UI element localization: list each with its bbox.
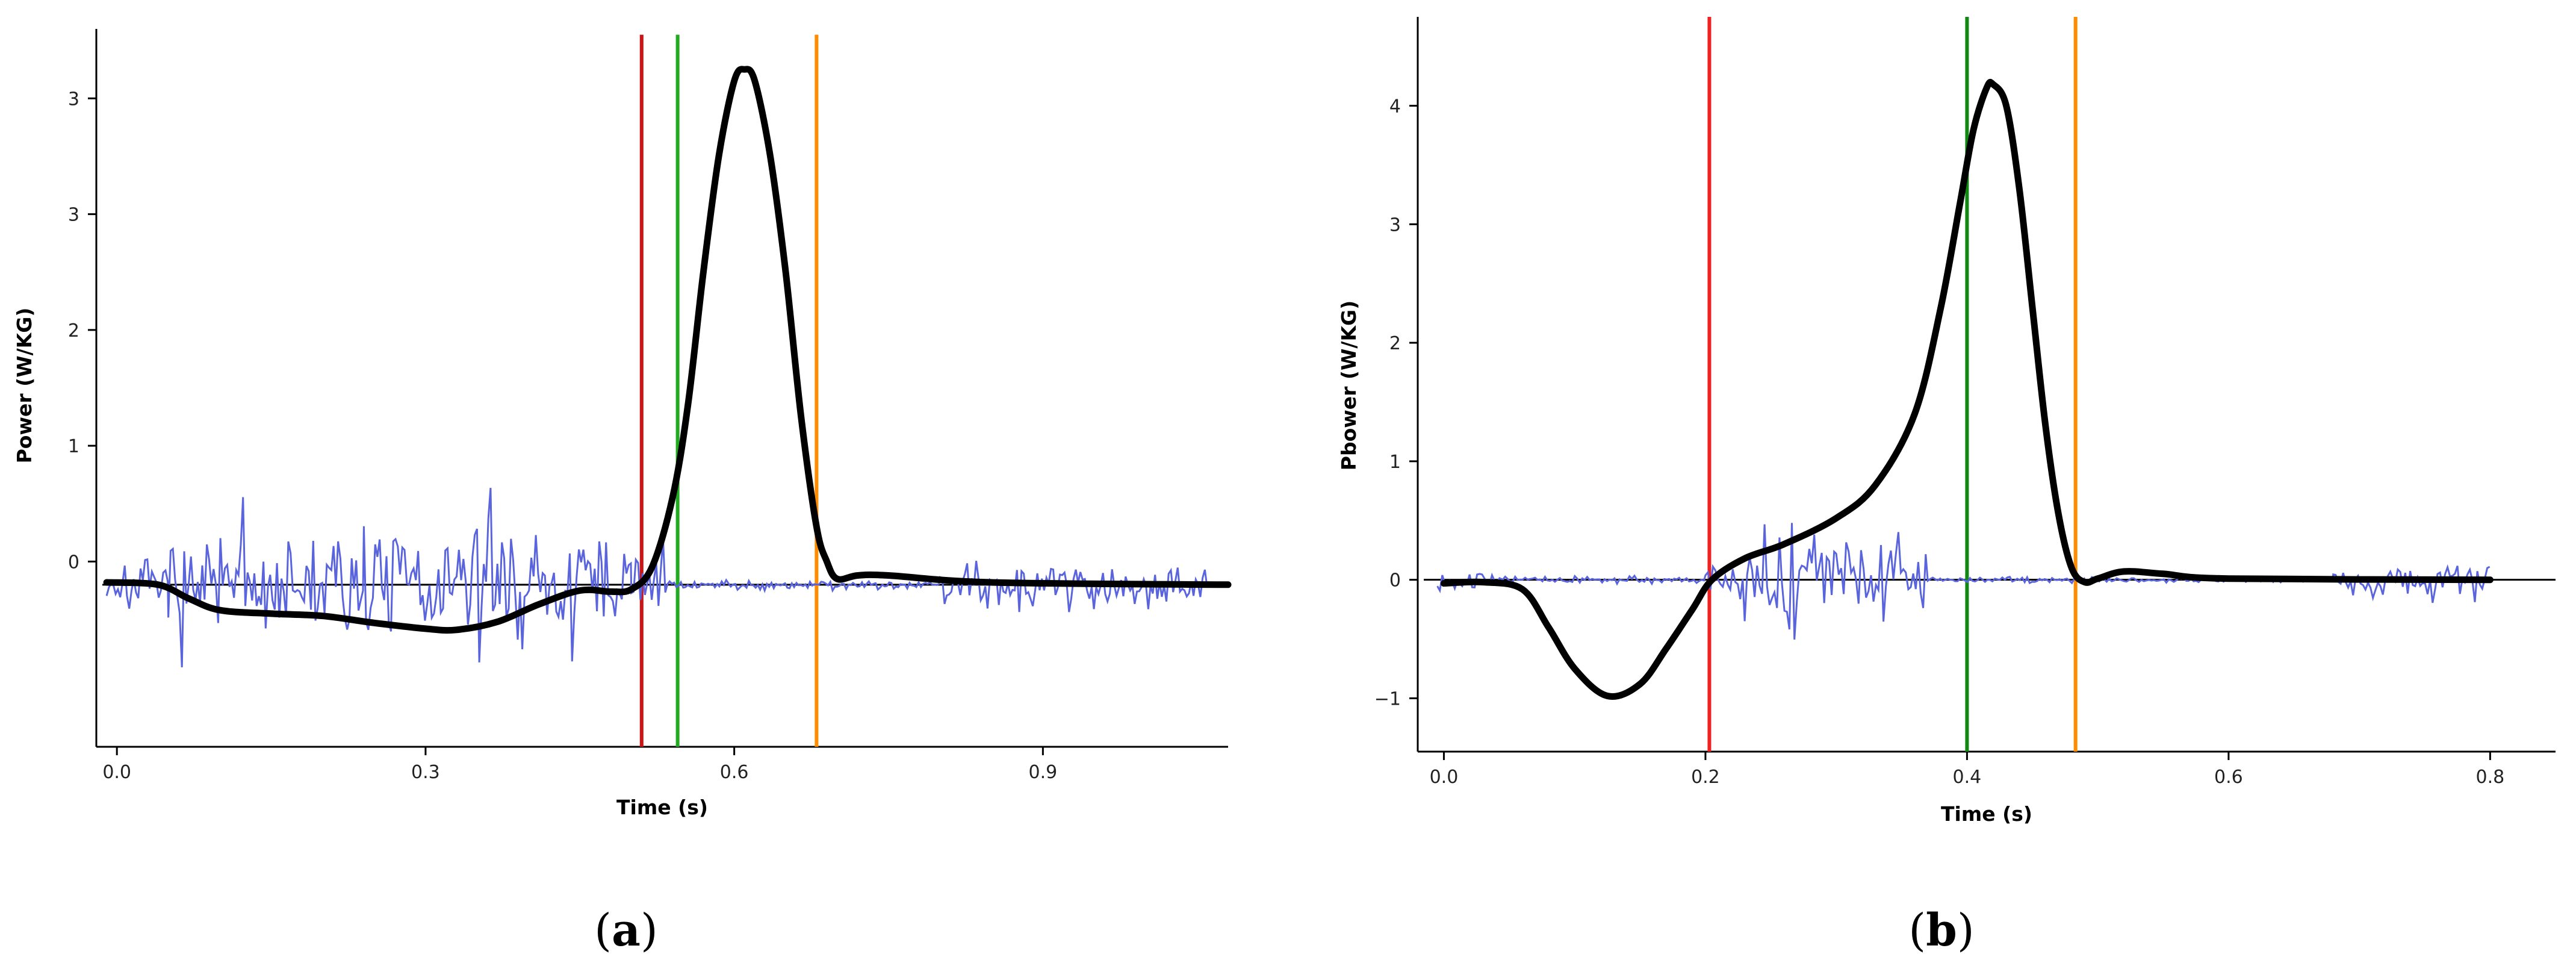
x-tick-label: 0.0 [102, 762, 131, 783]
x-tick-label: 0.9 [1029, 762, 1058, 783]
y-ticks-a: 0 1 2 3 3 [68, 89, 96, 573]
x-tick-label: 0.6 [2214, 767, 2243, 788]
y-tick-label: 2 [68, 320, 79, 341]
x-tick-label: 0.8 [2476, 767, 2505, 788]
y-axis-title-a: Power (W/KG) [13, 308, 36, 464]
panel-label-a: (a) [594, 905, 658, 956]
x-tick-label: 0.4 [1953, 767, 1982, 788]
power-curve-b [1440, 79, 2494, 700]
x-tick-label: 0.3 [411, 762, 440, 783]
event-markers-a [639, 34, 819, 747]
panel-label-b: (b) [1908, 905, 1975, 956]
y-tick-label: 2 [1389, 333, 1401, 354]
x-axis-title-b: Time (s) [1941, 802, 2032, 826]
power-curve-a [103, 66, 1232, 634]
event-markers-b [1707, 17, 2078, 752]
y-tick-label: 4 [1389, 96, 1401, 117]
y-axis-title-b: Pbower (W/KG) [1337, 301, 1361, 470]
x-tick-label: 0.6 [720, 762, 749, 783]
y-tick-label: 3 [68, 205, 79, 226]
x-axis-title-a: Time (s) [616, 796, 708, 819]
y-tick-label: −1 [1374, 688, 1401, 709]
y-tick-label: 0 [68, 552, 79, 573]
y-ticks-b: −1 0 1 2 3 4 [1374, 96, 1418, 709]
chart-panel-b: 0.0 0.2 0.4 0.6 0.8 −1 0 1 2 3 4 Time (s) Pbower … [1337, 17, 2556, 956]
chart-panel-a: 0.0 0.3 0.6 0.9 0 1 2 3 3 Time (s) Power (W/KG)… [13, 29, 1232, 956]
y-tick-label: 0 [1389, 570, 1401, 591]
x-ticks-b: 0.0 0.2 0.4 0.6 0.8 [1430, 752, 2505, 788]
emg-signal-trace-a [105, 487, 1208, 668]
y-tick-label: 1 [68, 436, 79, 457]
x-tick-label: 0.0 [1430, 767, 1459, 788]
y-tick-label: 3 [68, 89, 79, 110]
y-tick-label: 3 [1389, 214, 1401, 235]
x-ticks-a: 0.0 0.3 0.6 0.9 [102, 747, 1057, 783]
x-tick-label: 0.2 [1691, 767, 1720, 788]
y-tick-label: 1 [1389, 452, 1401, 473]
